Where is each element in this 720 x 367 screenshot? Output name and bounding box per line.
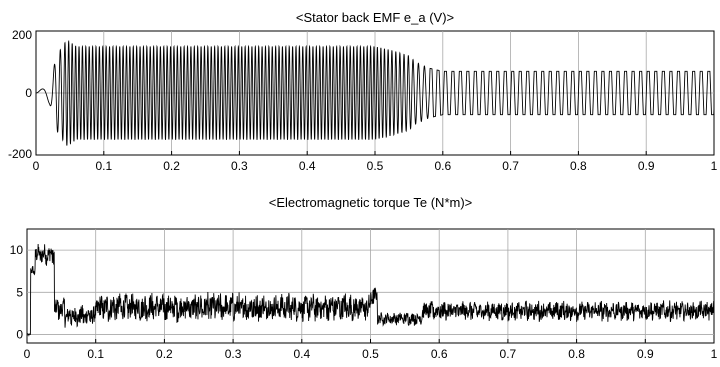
x-tick-label: 0.2 xyxy=(163,159,180,173)
x-tick-label: 1 xyxy=(711,159,718,173)
x-tick-label: 0.7 xyxy=(502,159,519,173)
x-tick-label: 0.2 xyxy=(156,347,173,361)
x-tick-label: 0.4 xyxy=(293,347,310,361)
x-tick-label: 0.5 xyxy=(362,347,379,361)
y-tick-label: 0 xyxy=(16,328,23,342)
series-line xyxy=(26,244,715,337)
series-line xyxy=(36,39,715,146)
x-tick-label: 0.1 xyxy=(95,159,112,173)
x-tick-label: 0.8 xyxy=(570,159,587,173)
x-tick-label: 1 xyxy=(711,347,718,361)
y-tick-label: 5 xyxy=(16,285,23,299)
x-tick-label: 0.3 xyxy=(231,159,248,173)
x-tick-label: 0.5 xyxy=(367,159,384,173)
y-tick-label: 10 xyxy=(10,243,24,257)
x-tick-label: 0.7 xyxy=(500,347,517,361)
y-tick-label: 0 xyxy=(25,86,32,100)
x-tick-label: 0.1 xyxy=(87,347,104,361)
x-tick-label: 0.9 xyxy=(637,347,654,361)
x-tick-label: 0.4 xyxy=(299,159,316,173)
x-tick-label: 0.8 xyxy=(568,347,585,361)
x-tick-label: 0.9 xyxy=(638,159,655,173)
x-tick-label: 0.6 xyxy=(434,159,451,173)
y-tick-label: -200 xyxy=(8,147,32,161)
chart-title: <Stator back EMF e_a (V)> xyxy=(296,10,454,25)
x-tick-label: 0 xyxy=(33,159,40,173)
x-tick-label: 0.6 xyxy=(431,347,448,361)
chart-title: <Electromagnetic torque Te (N*m)> xyxy=(269,195,473,210)
x-tick-label: 0.3 xyxy=(225,347,242,361)
emf-panel: <Stator back EMF e_a (V)> 0 0.1 0.2 0.3 0.4 0.… xyxy=(8,10,718,173)
x-tick-label: 0 xyxy=(24,347,31,361)
torque-panel: <Electromagnetic torque Te (N*m)> 0 0.1 0.2… xyxy=(10,195,718,361)
y-tick-label: 200 xyxy=(12,28,32,42)
